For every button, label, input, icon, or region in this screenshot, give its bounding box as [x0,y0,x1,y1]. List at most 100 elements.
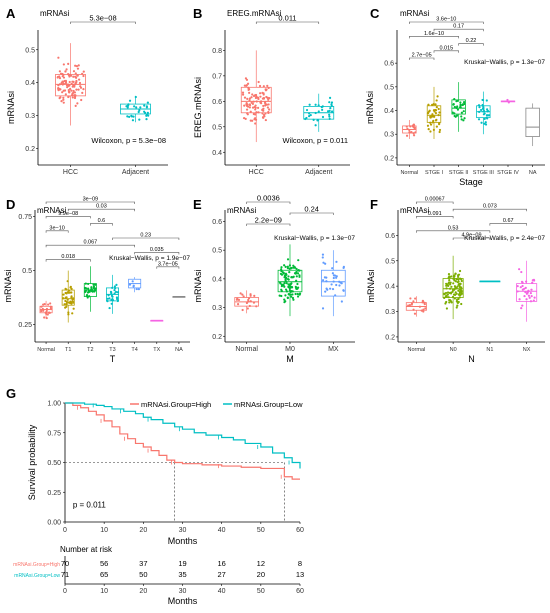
data-point [524,286,527,289]
comparison-label: 0.24 [304,205,319,214]
data-point [414,297,417,300]
comparison-label: 9.9e−08 [58,211,78,217]
y-tick-label: 0.75 [18,214,32,221]
test-annotation: Kruskal−Wallis, p = 2.4e−07 [464,235,545,242]
data-point [259,101,262,104]
data-point [70,94,74,97]
data-point [308,103,311,106]
data-point [326,110,330,113]
data-point [316,119,319,122]
data-point [529,291,532,295]
data-point [292,264,295,267]
data-point [69,74,73,77]
data-point [62,297,65,300]
data-point [329,287,332,290]
panel-letter: E [193,197,202,212]
data-point [478,106,481,109]
data-point [67,291,71,294]
data-point [460,118,463,121]
data-point [288,264,292,267]
test-annotation: Kruskal−Wallis, p = 1.3e−07 [464,59,545,66]
data-point [247,86,250,90]
data-point [328,113,331,116]
data-point [254,108,257,111]
box [321,269,346,297]
y-axis-label: EREG.mRNAsi [193,77,203,138]
data-point [477,118,481,121]
data-point [74,83,77,86]
data-point [312,118,315,121]
test-annotation: Kruskal−Wallis, p = 1.3e−07 [274,235,355,242]
data-point [255,111,258,114]
data-point [72,70,76,73]
data-point [245,301,249,305]
data-point [457,273,461,276]
data-point [74,104,77,107]
data-point [533,296,536,299]
risk-x-tick-label: 30 [179,588,187,595]
x-axis-label: N [468,354,475,364]
panel-g: G 0.00 0.25 0.50 0.75 1.00 0 10 20 30 40 50 60 Months… [6,386,304,606]
data-point [82,74,85,78]
data-point [431,113,434,116]
data-point [485,99,488,102]
data-point [331,287,335,291]
y-tick-label: 0.2 [385,334,395,341]
data-point [49,305,52,308]
comparison-label: 0.17 [453,24,464,30]
x-tick-label: 20 [139,527,147,534]
data-point [86,296,89,299]
data-point [284,280,287,283]
data-point [324,262,327,265]
y-tick-label: 1.00 [47,401,61,408]
box [426,105,442,123]
data-point [329,106,332,110]
comparison-bracket [409,57,435,60]
comparison-label: 3.6e−10 [436,17,456,23]
x-axis-label: Months [168,536,198,546]
data-point [297,259,300,262]
data-point [436,95,439,98]
data-point [61,80,65,84]
risk-count: 12 [257,559,265,568]
comparison-bracket [458,43,484,46]
data-point [67,313,70,316]
data-point [438,111,441,114]
data-point [248,97,251,100]
data-point [283,298,286,301]
data-point [84,282,87,285]
data-point [57,87,60,90]
data-point [481,98,485,102]
data-point [520,306,523,310]
y-tick-label: 0.5 [212,248,222,255]
x-tick-label: STGE III [473,170,495,176]
data-point [261,91,264,95]
data-point [451,111,454,114]
data-point [296,272,300,275]
data-point [516,290,519,293]
data-point [322,261,325,264]
data-point [486,108,489,111]
data-point [523,294,526,298]
data-point [324,290,327,293]
data-point [451,295,455,298]
data-point [405,134,409,137]
data-point [76,74,79,77]
data-point [266,106,269,109]
comparison-label: 0.091 [428,211,442,217]
data-point [289,290,292,294]
data-point [286,258,290,261]
comparison-bracket [112,237,180,240]
data-point [114,287,117,290]
data-point [412,300,415,303]
data-point [426,124,430,127]
data-point [482,110,485,113]
data-point [62,293,65,296]
data-point [45,307,49,311]
data-point [255,305,258,308]
data-point [325,276,328,279]
data-point [521,281,524,284]
data-point [525,292,529,295]
comparison-label: 0.035 [150,247,164,253]
